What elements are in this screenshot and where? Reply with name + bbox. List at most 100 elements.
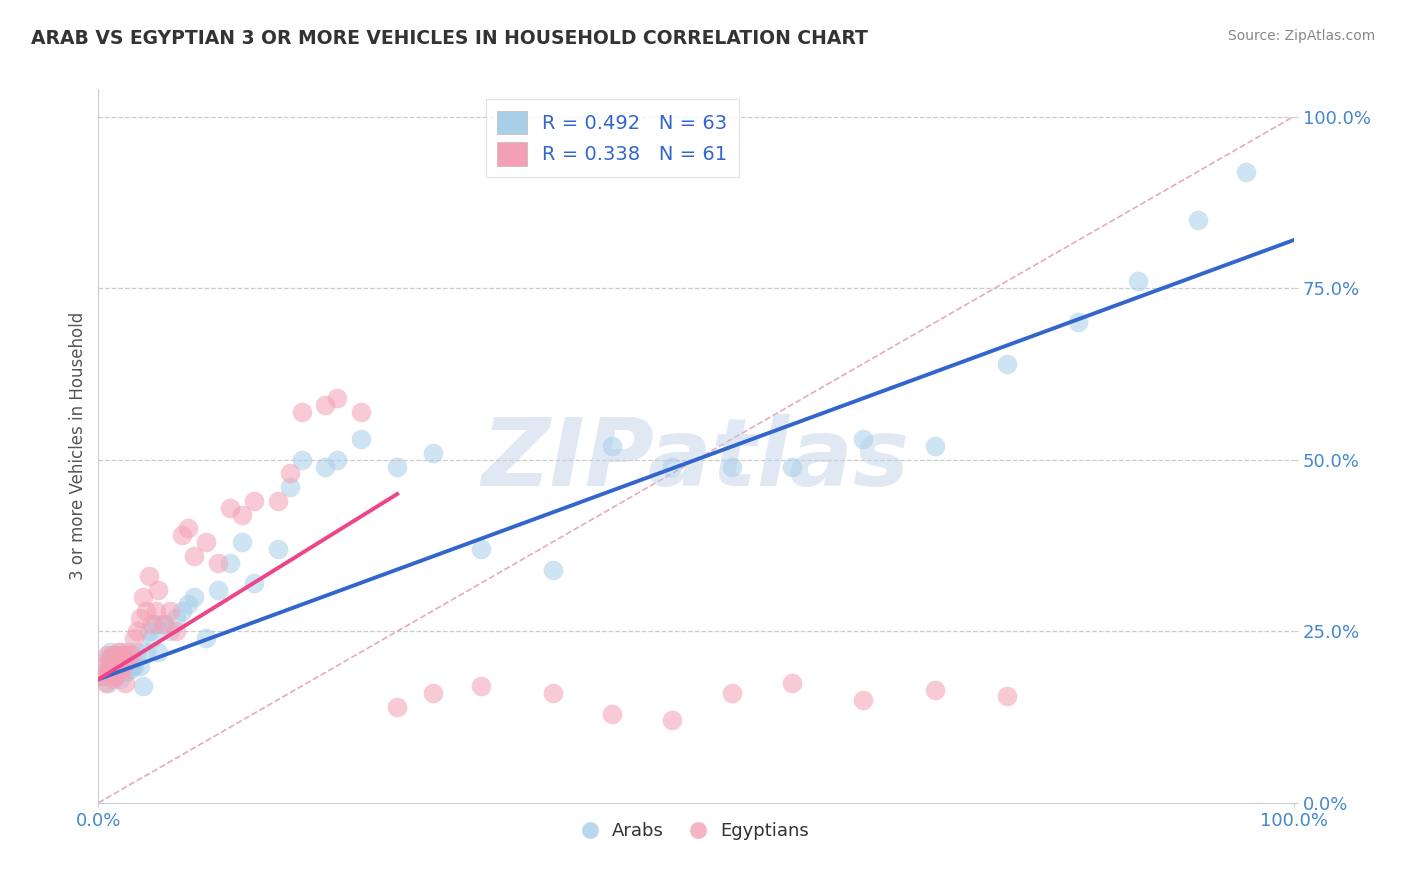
Point xyxy=(115,655,138,669)
Point xyxy=(207,583,229,598)
Point xyxy=(1128,274,1150,288)
Point xyxy=(114,648,136,663)
Point xyxy=(104,648,127,663)
Point xyxy=(141,617,163,632)
Point xyxy=(98,662,122,676)
Point xyxy=(350,432,373,446)
Point xyxy=(422,686,444,700)
Point xyxy=(780,459,803,474)
Point xyxy=(159,604,181,618)
Point xyxy=(924,682,946,697)
Point xyxy=(105,658,128,673)
Point xyxy=(231,508,253,522)
Point xyxy=(172,528,194,542)
Point xyxy=(124,658,146,673)
Point xyxy=(135,645,157,659)
Point xyxy=(93,669,115,683)
Point xyxy=(995,690,1018,704)
Point xyxy=(96,648,118,663)
Point xyxy=(98,645,122,659)
Point xyxy=(267,494,290,508)
Point xyxy=(350,405,373,419)
Point xyxy=(177,521,200,535)
Point xyxy=(138,624,160,639)
Point xyxy=(138,569,160,583)
Point xyxy=(103,665,125,680)
Point xyxy=(111,662,134,676)
Point xyxy=(131,590,153,604)
Point xyxy=(148,583,170,598)
Point xyxy=(385,699,409,714)
Point xyxy=(195,535,218,549)
Point xyxy=(326,391,349,405)
Point xyxy=(107,651,129,665)
Legend: Arabs, Egyptians: Arabs, Egyptians xyxy=(576,815,815,847)
Point xyxy=(661,459,683,474)
Point xyxy=(291,405,314,419)
Point xyxy=(541,686,564,700)
Point xyxy=(183,549,205,563)
Point xyxy=(108,673,131,687)
Y-axis label: 3 or more Vehicles in Household: 3 or more Vehicles in Household xyxy=(69,312,87,580)
Point xyxy=(165,624,187,639)
Point xyxy=(541,562,564,576)
Point xyxy=(101,673,124,687)
Point xyxy=(661,714,683,728)
Point xyxy=(243,494,266,508)
Point xyxy=(98,651,122,665)
Point xyxy=(93,658,115,673)
Point xyxy=(243,576,266,591)
Point xyxy=(129,610,152,624)
Point xyxy=(135,604,157,618)
Point xyxy=(98,662,122,676)
Point xyxy=(111,662,134,676)
Point xyxy=(780,675,803,690)
Point xyxy=(278,467,301,481)
Point xyxy=(172,604,194,618)
Point xyxy=(100,648,122,663)
Text: ARAB VS EGYPTIAN 3 OR MORE VEHICLES IN HOUSEHOLD CORRELATION CHART: ARAB VS EGYPTIAN 3 OR MORE VEHICLES IN H… xyxy=(31,29,868,47)
Point xyxy=(115,665,138,680)
Point xyxy=(110,658,132,673)
Point xyxy=(104,669,127,683)
Point xyxy=(267,541,290,556)
Point xyxy=(1234,164,1257,178)
Point xyxy=(117,651,139,665)
Text: Source: ZipAtlas.com: Source: ZipAtlas.com xyxy=(1227,29,1375,43)
Point xyxy=(315,398,337,412)
Point xyxy=(105,669,128,683)
Point xyxy=(120,648,142,663)
Point xyxy=(153,617,176,632)
Point xyxy=(195,631,218,645)
Point xyxy=(129,658,152,673)
Point xyxy=(125,624,148,639)
Point xyxy=(148,645,170,659)
Point xyxy=(108,658,131,673)
Point xyxy=(124,631,146,645)
Point xyxy=(91,669,114,683)
Point xyxy=(97,675,120,690)
Point xyxy=(159,624,181,639)
Point xyxy=(153,617,176,632)
Point xyxy=(924,439,946,453)
Point xyxy=(98,658,121,673)
Point xyxy=(97,665,120,680)
Point xyxy=(110,645,132,659)
Point xyxy=(120,662,142,676)
Point xyxy=(107,645,129,659)
Point xyxy=(1067,316,1090,330)
Point xyxy=(231,535,253,549)
Point xyxy=(107,648,129,663)
Point xyxy=(852,432,875,446)
Point xyxy=(107,662,129,676)
Point xyxy=(112,648,135,663)
Point xyxy=(995,357,1018,371)
Point xyxy=(602,706,624,721)
Point xyxy=(207,556,229,570)
Point xyxy=(101,658,124,673)
Point xyxy=(121,658,143,673)
Point xyxy=(1187,212,1209,227)
Point xyxy=(385,459,409,474)
Point xyxy=(315,459,337,474)
Point xyxy=(219,500,242,515)
